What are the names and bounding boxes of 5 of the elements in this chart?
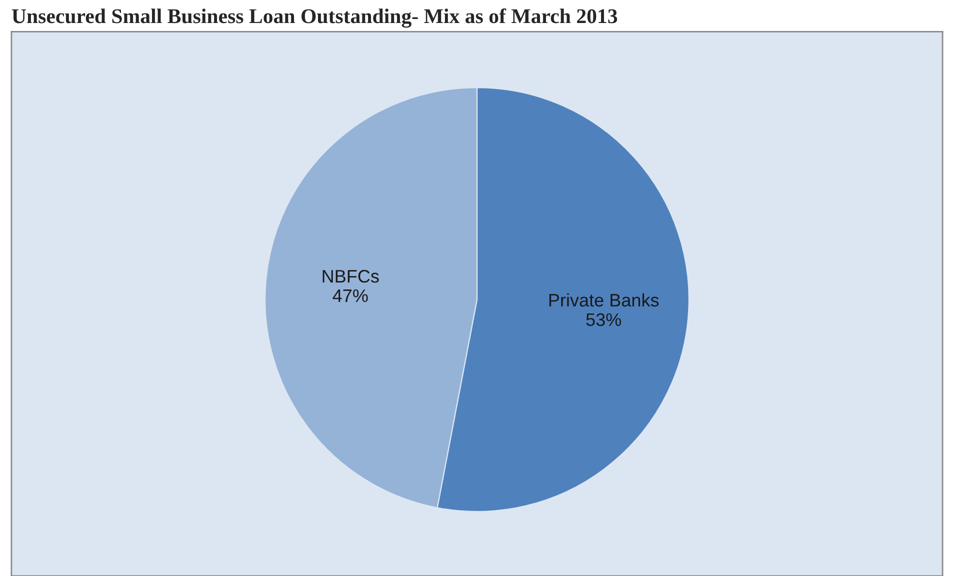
data-label: 47% xyxy=(332,289,368,302)
slice-label: NBFCs xyxy=(322,270,379,283)
chart-title: Unsecured Small Business Loan Outstanding- Mix as of March 2013 xyxy=(12,8,618,28)
slice-label: Private Banks xyxy=(549,293,659,307)
data-label: 53% xyxy=(586,313,622,326)
